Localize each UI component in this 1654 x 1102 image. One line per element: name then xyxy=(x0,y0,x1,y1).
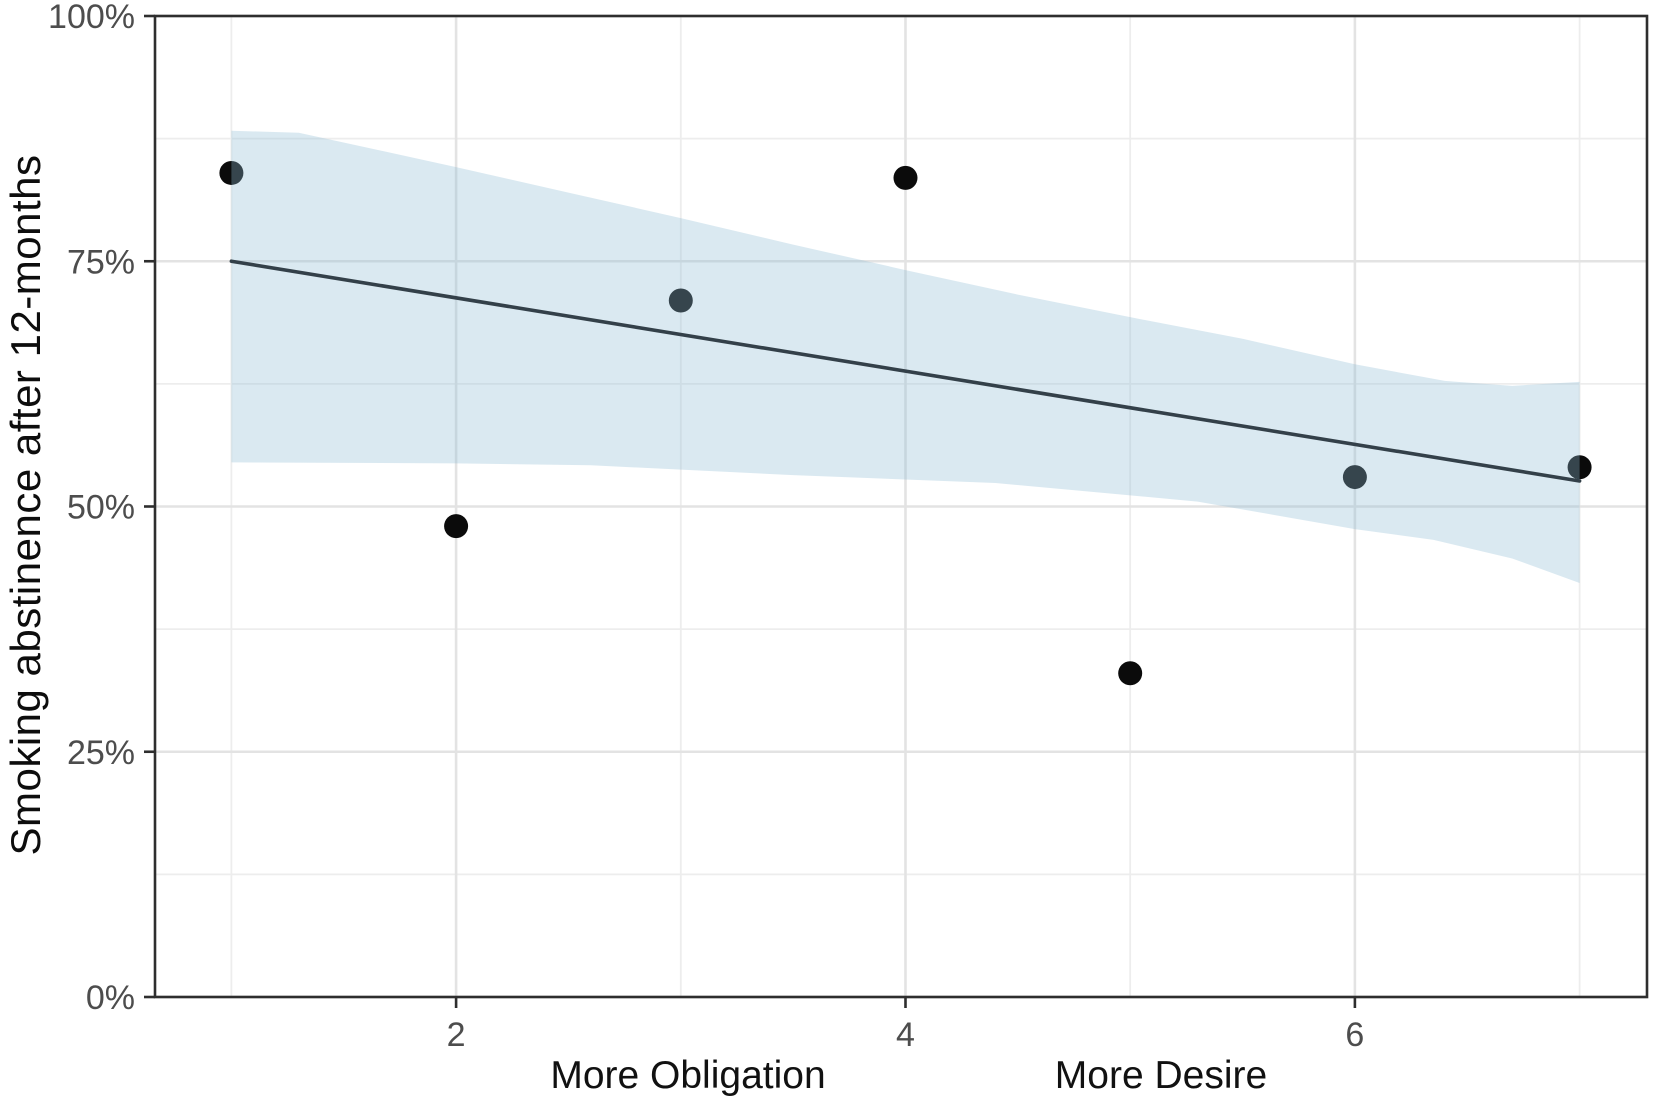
y-tick-label: 25% xyxy=(67,734,135,772)
y-tick-label: 0% xyxy=(86,979,135,1017)
data-point xyxy=(219,160,244,185)
data-point xyxy=(1342,465,1367,490)
data-point xyxy=(444,514,469,539)
data-point xyxy=(668,288,693,313)
data-point xyxy=(1118,661,1143,686)
data-point xyxy=(893,165,918,190)
confidence-band xyxy=(231,130,1580,584)
y-axis-title: Smoking abstinence after 12-months xyxy=(2,154,49,856)
x-tick-label: 6 xyxy=(1345,1016,1364,1054)
data-point xyxy=(1567,455,1592,480)
y-tick-label: 75% xyxy=(67,243,135,281)
regression-line xyxy=(229,259,1582,483)
x-axis-annotation-more-desire: More Desire xyxy=(1054,1054,1268,1097)
y-tick-label: 100% xyxy=(48,0,135,36)
y-tick-label: 50% xyxy=(67,489,135,527)
x-axis-annotation-more-obligation: More Obligation xyxy=(550,1054,826,1097)
x-tick-label: 2 xyxy=(447,1016,466,1054)
x-tick-label: 4 xyxy=(896,1016,915,1054)
